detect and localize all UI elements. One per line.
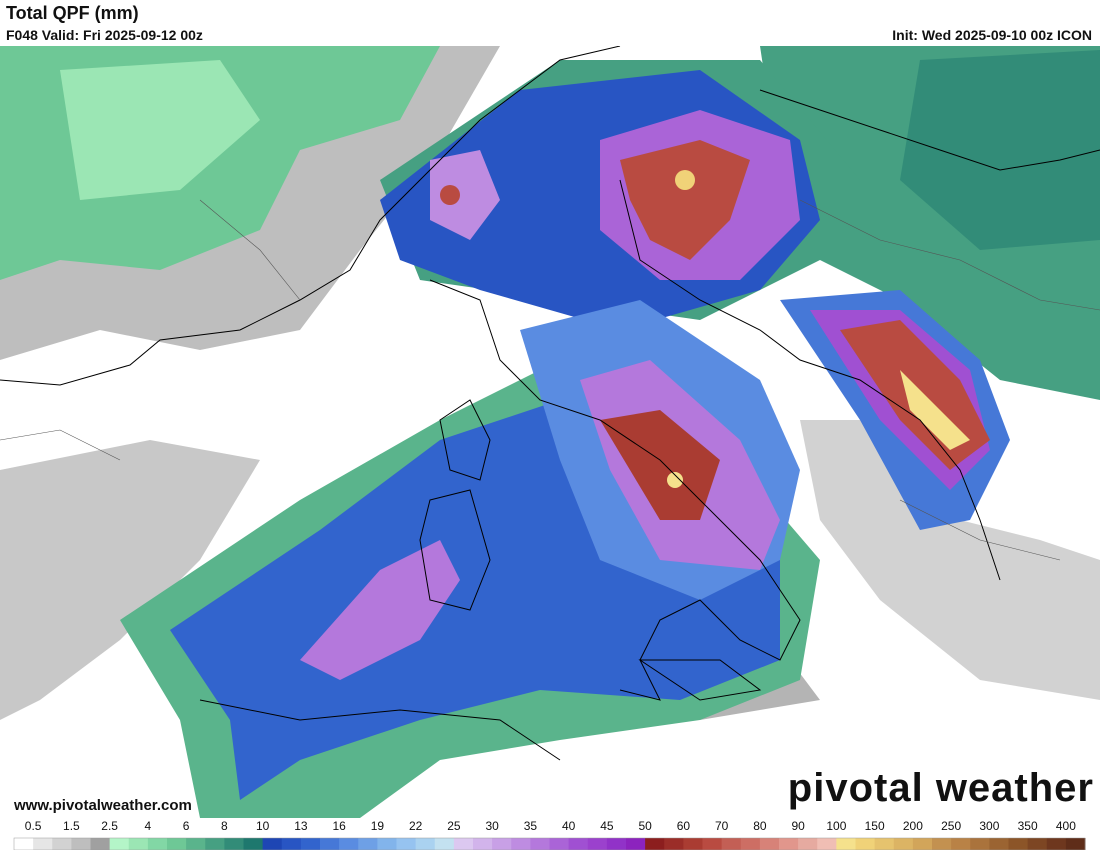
color-swatch <box>626 838 646 850</box>
color-swatch <box>721 838 742 850</box>
color-swatch <box>396 838 417 850</box>
colorbar-label: 22 <box>409 819 423 833</box>
color-swatch <box>779 838 799 850</box>
color-swatch <box>1008 838 1029 850</box>
valid-time: F048 Valid: Fri 2025-09-12 00z <box>6 27 203 43</box>
colorbar-label: 100 <box>826 819 846 833</box>
color-swatch <box>740 838 761 850</box>
colorbar-label: 2.5 <box>101 819 118 833</box>
color-swatch <box>281 838 302 850</box>
color-swatch <box>1027 838 1048 850</box>
color-swatch <box>205 838 225 850</box>
color-swatch <box>243 838 264 850</box>
colorbar-label: 250 <box>941 819 961 833</box>
color-swatch <box>855 838 876 850</box>
color-swatch <box>14 838 34 850</box>
color-swatch <box>167 838 187 850</box>
color-swatch <box>377 838 397 850</box>
colorbar-label: 350 <box>1018 819 1038 833</box>
colorbar-label: 40 <box>562 819 576 833</box>
color-swatch <box>893 838 914 850</box>
color-swatch <box>932 838 952 850</box>
colorbar-label: 4 <box>145 819 152 833</box>
color-swatch <box>224 838 244 850</box>
colorbar-label: 0.5 <box>25 819 42 833</box>
colorbar-label: 16 <box>332 819 346 833</box>
colorbar-label: 30 <box>485 819 499 833</box>
color-swatch <box>434 838 455 850</box>
colorbar-label: 10 <box>256 819 270 833</box>
colorbar-label: 150 <box>865 819 885 833</box>
colorbar-label: 90 <box>791 819 805 833</box>
colorbar-label: 6 <box>183 819 190 833</box>
colorbar-label: 35 <box>524 819 538 833</box>
color-swatch <box>300 838 321 850</box>
color-swatch <box>912 838 933 850</box>
colorbar-label: 8 <box>221 819 228 833</box>
color-swatch <box>492 838 512 850</box>
title: Total QPF (mm) <box>6 3 139 23</box>
color-swatch <box>970 838 990 850</box>
color-swatch <box>683 838 703 850</box>
color-swatch <box>320 838 340 850</box>
color-swatch <box>415 838 436 850</box>
color-swatch <box>90 838 111 850</box>
color-swatch <box>530 838 550 850</box>
colorbar: 0.5 1.5 2.5 4 6 8 10 13 16 19 22 25 30 35 40 45 50 60 70 80… <box>13 819 1086 850</box>
colorbar-label: 400 <box>1056 819 1076 833</box>
colorbar-label: 1.5 <box>63 819 80 833</box>
color-swatch <box>798 838 818 850</box>
color-swatch <box>606 838 627 850</box>
map <box>0 46 1100 818</box>
color-swatch <box>836 838 856 850</box>
colorbar-label: 300 <box>979 819 999 833</box>
color-swatch <box>33 838 53 850</box>
colorbar-label: 70 <box>715 819 729 833</box>
color-swatch <box>453 838 474 850</box>
color-swatch <box>473 838 493 850</box>
colorbar-label: 60 <box>677 819 691 833</box>
colorbar-label: 200 <box>903 819 923 833</box>
color-swatch <box>109 838 130 850</box>
color-swatch <box>186 838 206 850</box>
color-swatch <box>664 838 684 850</box>
colorbar-label: 19 <box>371 819 385 833</box>
color-swatch <box>549 838 570 850</box>
color-swatch <box>989 838 1009 850</box>
color-swatch <box>817 838 837 850</box>
color-swatch <box>147 838 168 850</box>
colorbar-label: 80 <box>753 819 767 833</box>
color-swatch <box>1046 838 1067 850</box>
logo: pivotal weather <box>787 766 1094 810</box>
colorbar-label: 13 <box>294 819 308 833</box>
color-swatch <box>645 838 665 850</box>
color-swatch <box>262 838 283 850</box>
colorbar-label: 25 <box>447 819 461 833</box>
color-swatch <box>71 838 91 850</box>
color-swatch <box>128 838 149 850</box>
color-swatch <box>339 838 359 850</box>
color-swatch <box>358 838 378 850</box>
color-swatch <box>702 838 723 850</box>
color-swatch <box>951 838 971 850</box>
color-swatch <box>587 838 608 850</box>
colorbar-label: 45 <box>600 819 614 833</box>
color-swatch <box>568 838 589 850</box>
color-swatch <box>52 838 72 850</box>
colorbar-label: 50 <box>638 819 652 833</box>
color-swatch <box>874 838 895 850</box>
colorbar-frame <box>13 837 1086 850</box>
init-time: Init: Wed 2025-09-10 00z ICON <box>892 27 1092 43</box>
color-swatch <box>759 838 780 850</box>
color-swatch <box>1065 838 1086 850</box>
website: www.pivotalweather.com <box>14 797 192 814</box>
color-swatch <box>511 838 531 850</box>
